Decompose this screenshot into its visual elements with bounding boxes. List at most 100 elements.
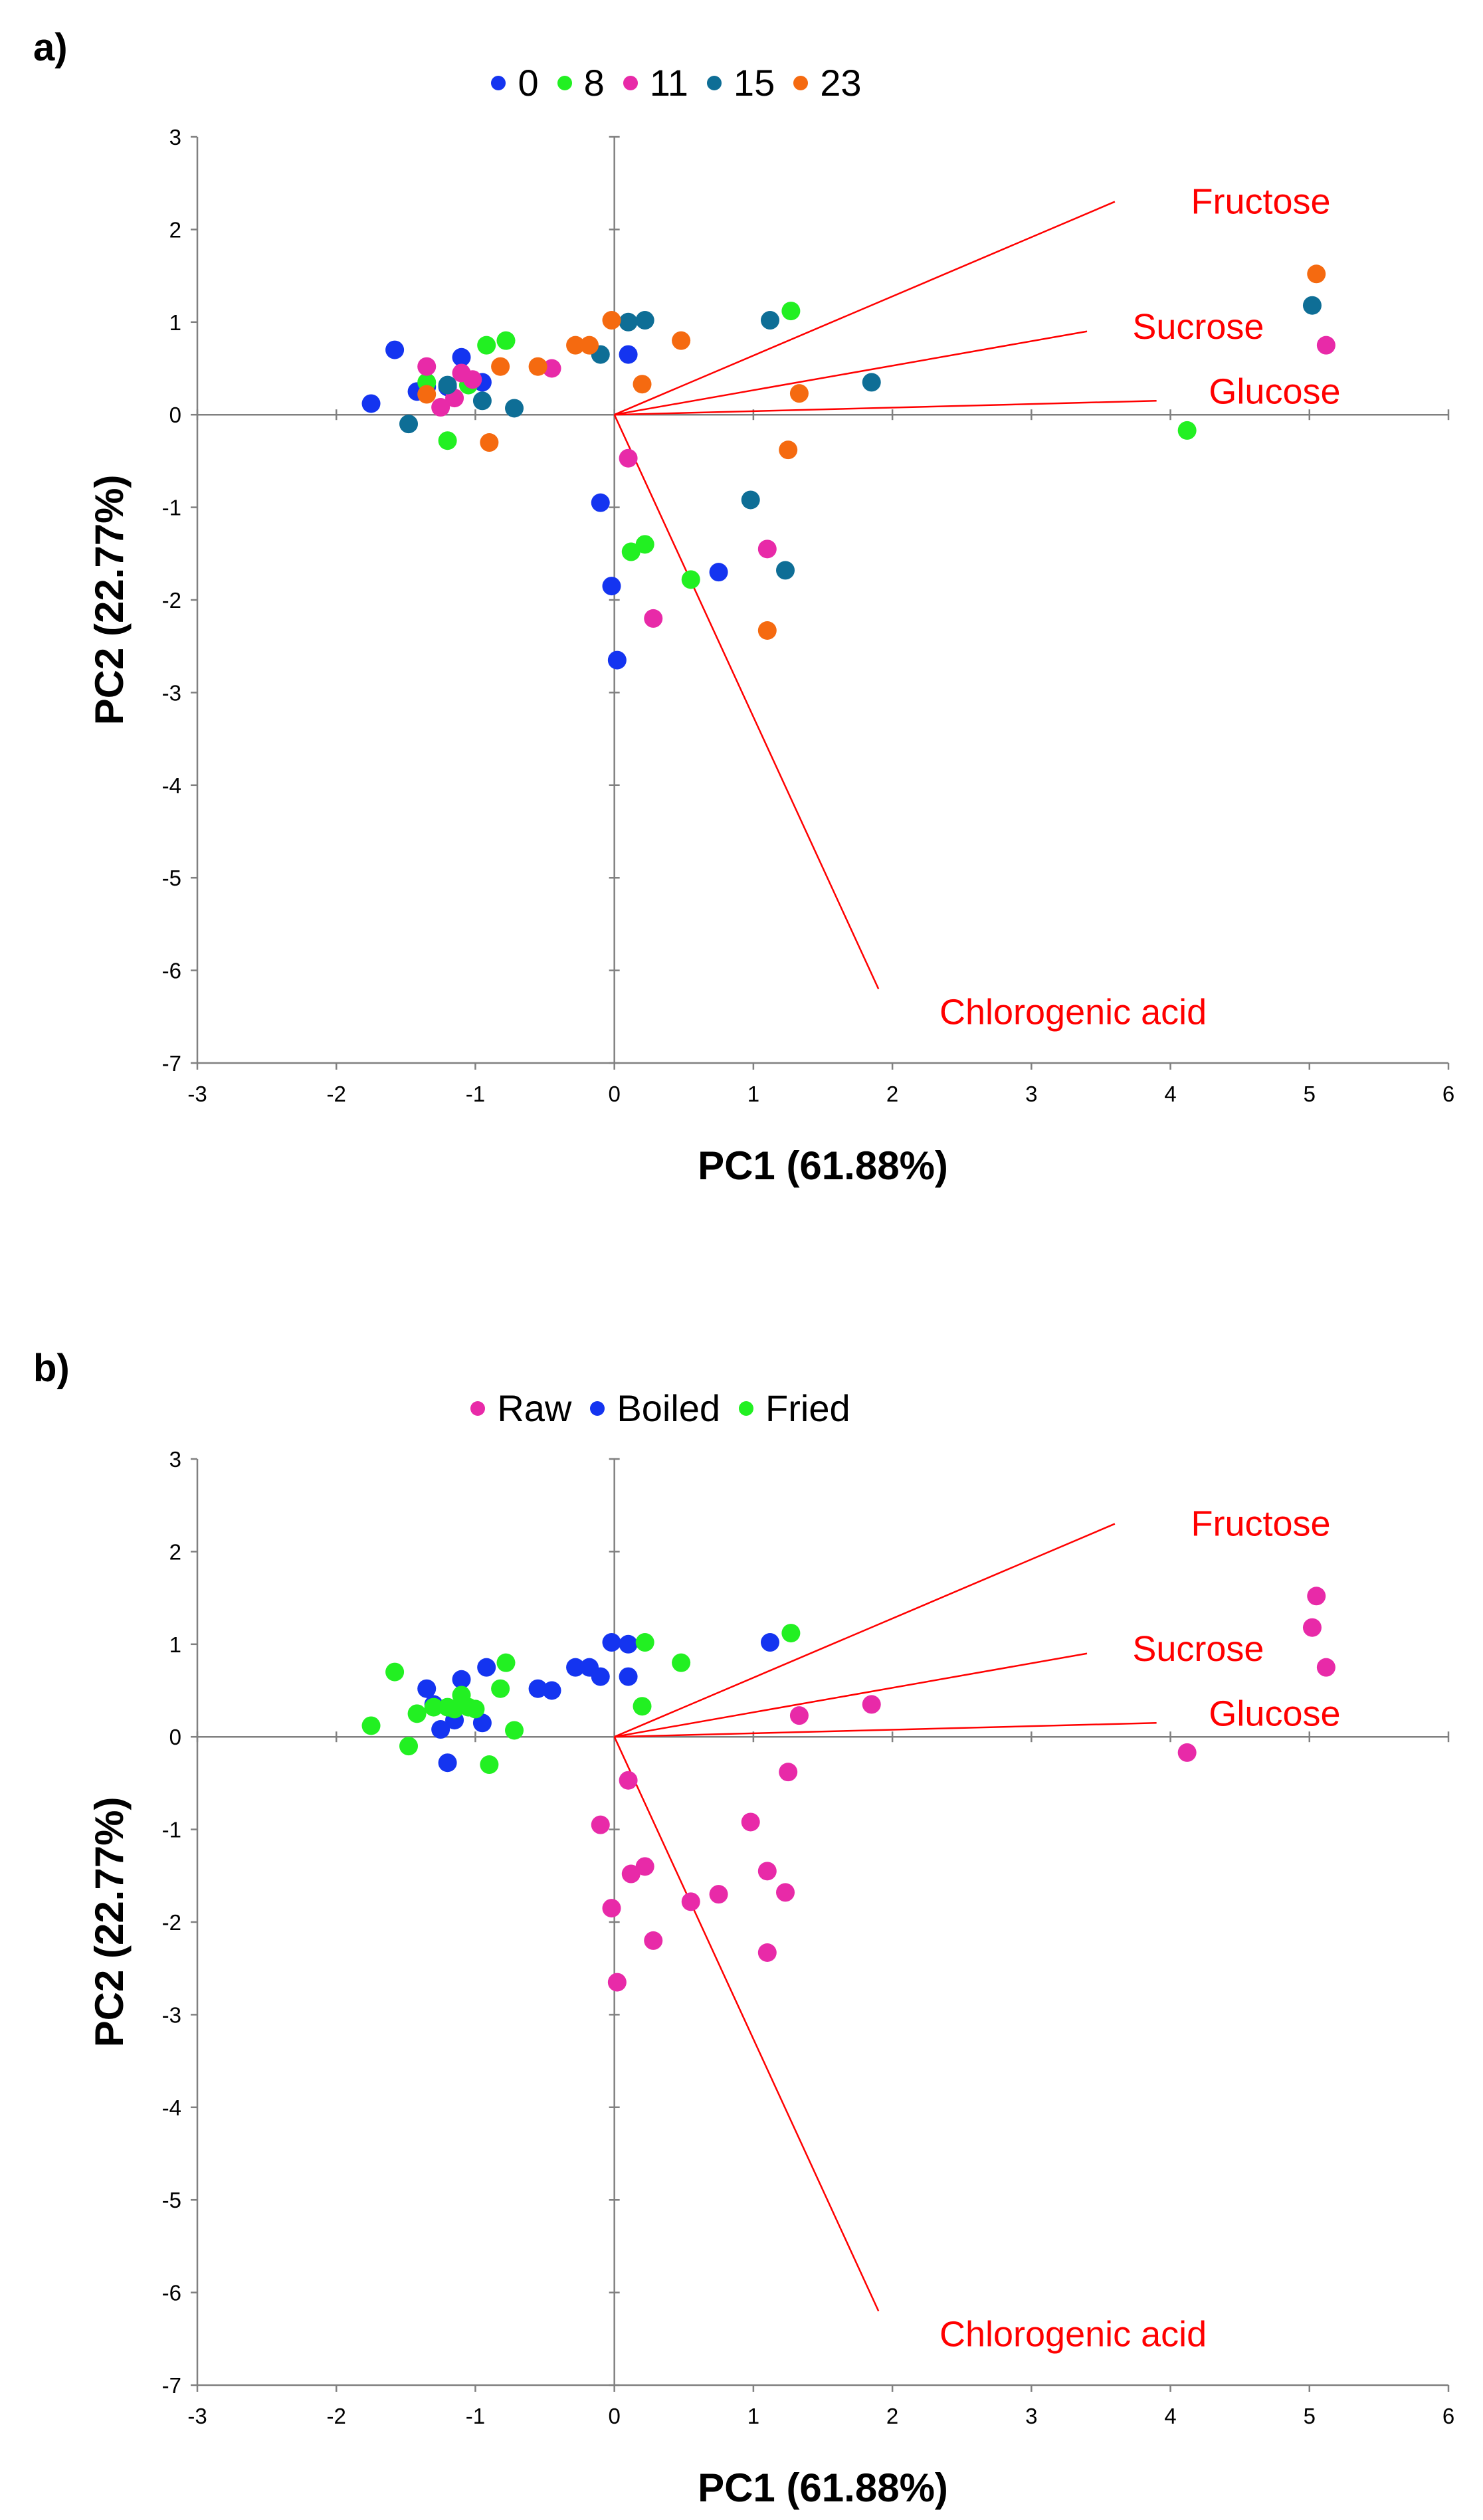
chart-b-data-point [781, 1624, 801, 1643]
chart-a-data-point [781, 302, 801, 321]
chart-b-y-tick-label: -3 [162, 2002, 181, 2027]
chart-b-x-axis-title: PC1 (61.88%) [698, 2466, 948, 2510]
chart-b-data-point [431, 1720, 450, 1739]
chart-b-data-point [672, 1653, 691, 1672]
chart-a-y-tick-label: 0 [169, 403, 181, 427]
chart-b-y-tick-label: 0 [169, 1725, 181, 1749]
chart-b-x-tick-label: -1 [466, 2404, 485, 2428]
chart-a-data-point [619, 345, 638, 364]
chart-a-legend-marker [793, 75, 809, 90]
chart-b-x-tick-label: -2 [327, 2404, 346, 2428]
chart-a-legend-entry: 8 [557, 61, 605, 104]
chart-a-y-tick-label: -1 [162, 496, 181, 520]
chart-a-data-point [417, 385, 437, 404]
chart-a-x-tick-label: 5 [1304, 1082, 1316, 1106]
chart-b-data-point [741, 1812, 760, 1832]
chart-a-legend-entry: 0 [491, 61, 539, 104]
chart-a-loading-vector [614, 201, 1116, 416]
chart-b-data-point [633, 1697, 652, 1716]
chart-a-data-point [463, 370, 482, 389]
chart-a-legend-label: 15 [733, 62, 775, 104]
chart-b-x-tick-label: 0 [608, 2404, 620, 2428]
chart-a-data-point [621, 542, 641, 561]
chart-b-data-point [477, 1658, 496, 1677]
chart-a-x-tick-label: 2 [886, 1082, 898, 1106]
chart-a-loading-label: Chlorogenic acid [939, 992, 1207, 1032]
chart-b-data-point [496, 1653, 516, 1672]
chart-a-y-tick-label: 1 [169, 310, 181, 335]
chart-b-data-point [591, 1667, 610, 1686]
chart-a-loading-label: Glucose [1209, 371, 1340, 411]
chart-a-data-point [1316, 336, 1335, 355]
chart-a-data-point [757, 621, 777, 640]
chart-a-data-point [491, 357, 510, 376]
chart-b-loading-vector [614, 1722, 1157, 1738]
chart-b-legend-label: Raw [497, 1387, 572, 1429]
chart-a-data-point [681, 570, 700, 589]
chart-b-legend-marker [739, 1401, 754, 1416]
chart-b-x-tick-label: 3 [1025, 2404, 1037, 2428]
chart-b-x-tick-label: 1 [747, 2404, 759, 2428]
chart-a-loading-label: Fructose [1191, 182, 1331, 222]
chart-b-loading-label: Chlorogenic acid [939, 2314, 1207, 2354]
chart-a-legend-marker [623, 75, 638, 90]
chart-a-y-tick-label: -4 [162, 773, 181, 798]
chart-a-legend-entry: 15 [706, 61, 775, 104]
chart-a-data-point [472, 391, 492, 411]
chart-a-data-point [1302, 296, 1322, 315]
chart-b-legend-label: Fried [765, 1387, 850, 1429]
chart-a-data-point [776, 561, 795, 580]
chart-a-data-point [477, 336, 496, 355]
chart-b-y-tick-label: 2 [169, 1539, 181, 1564]
chart-a-data-point [496, 331, 516, 350]
chart-a-data-point [619, 312, 638, 332]
chart-a-data-point [438, 431, 457, 450]
chart-b-data-point [602, 1899, 621, 1918]
chart-b-legend-marker [470, 1401, 486, 1416]
chart-b-data-point [542, 1681, 561, 1700]
chart-a-data-point [591, 493, 610, 512]
chart-b-data-point [528, 1679, 547, 1698]
chart-a-data-point [862, 373, 881, 392]
chart-a-y-tick-label: 2 [169, 217, 181, 242]
chart-a-data-point [619, 448, 638, 468]
chart-a-data-point [431, 398, 450, 417]
chart-b-data-point [644, 1931, 663, 1950]
panel-b-label: b) [33, 1347, 70, 1390]
chart-a-legend-entry: 23 [793, 61, 862, 104]
chart-b-data-point [438, 1753, 457, 1773]
chart-a-data-point [602, 311, 621, 330]
chart-a-data-point [1177, 421, 1197, 440]
chart-b-legend-marker [590, 1401, 605, 1416]
chart-a-data-point [361, 394, 381, 413]
chart-b-loading-vector [614, 1652, 1088, 1738]
chart-b-loading-vector [614, 1523, 1116, 1738]
chart-a-data-point [607, 650, 627, 670]
chart-b-x-tick-label: 6 [1442, 2404, 1454, 2428]
chart-b-x-tick-label: -3 [187, 2404, 207, 2428]
chart-b-loading-label: Sucrose [1132, 1629, 1264, 1669]
chart-b-loading-label: Fructose [1191, 1504, 1331, 1544]
chart-b-data-point [491, 1679, 510, 1698]
chart-b-data-point [635, 1857, 654, 1876]
chart-a-data-point [542, 359, 561, 378]
chart-a-legend-label: 11 [649, 62, 688, 104]
chart-b-x-tick-label: 2 [886, 2404, 898, 2428]
chart-b-legend-entry: Boiled [590, 1387, 720, 1430]
chart-a-loading-vector [614, 400, 1157, 416]
chart-a-data-point [709, 563, 728, 582]
chart-b-y-tick-label: -5 [162, 2188, 181, 2212]
chart-b-data-point [862, 1695, 881, 1714]
chart-a-x-tick-label: 4 [1164, 1082, 1176, 1106]
chart-b-data-point [361, 1716, 381, 1735]
chart-a-data-point [779, 440, 798, 460]
chart-b-x-tick-label: 4 [1164, 2404, 1176, 2428]
chart-b-data-point [635, 1633, 654, 1652]
chart-a-data-point [635, 311, 654, 330]
chart-b-data-point [505, 1721, 524, 1740]
chart-b-y-tick-label: -6 [162, 2281, 181, 2305]
chart-a-legend-marker [491, 75, 506, 90]
chart-a-data-point [741, 490, 760, 510]
chart-a-data-point [644, 609, 663, 628]
chart-b-data-point [417, 1679, 437, 1698]
